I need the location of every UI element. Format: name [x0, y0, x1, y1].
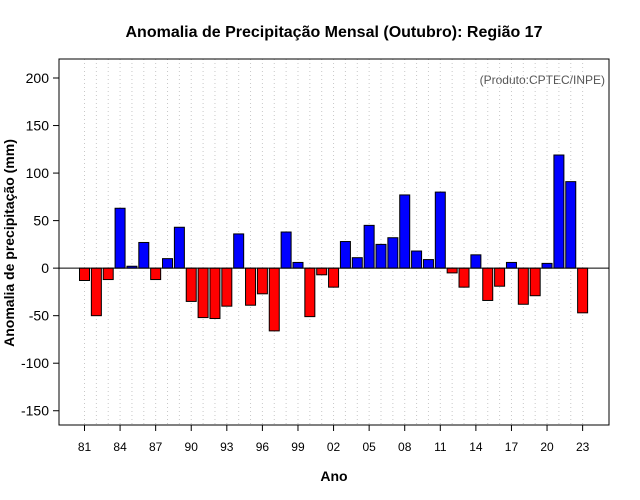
y-tick-label: 50: [33, 213, 49, 229]
bar-1994: [233, 233, 245, 269]
product-credit: (Produto:CPTEC/INPE): [480, 73, 605, 87]
bar-2013: [458, 267, 470, 288]
bar-2017: [505, 261, 517, 269]
bar-2010: [422, 259, 434, 269]
x-tick-label: 81: [78, 440, 92, 454]
bar-2007: [387, 237, 399, 269]
grid-lines: [84, 59, 584, 425]
bar-2006: [375, 243, 387, 269]
bar-1989: [173, 226, 185, 269]
bar-1986: [138, 241, 150, 269]
x-tick-label: 02: [327, 440, 341, 454]
bar-1998: [280, 231, 292, 269]
bar-2016: [494, 267, 506, 287]
bar-2005: [363, 224, 375, 269]
bar-1993: [221, 267, 233, 307]
bar-2000: [304, 267, 316, 318]
bar-2020: [541, 262, 553, 269]
bar-1984: [114, 207, 126, 269]
bar-2012: [446, 267, 458, 274]
bar-1987: [150, 267, 162, 281]
y-tick-label: -50: [29, 308, 49, 324]
bar-2003: [339, 241, 351, 269]
bar-1981: [79, 267, 90, 282]
bar-2009: [411, 250, 423, 269]
x-tick-label: 20: [540, 440, 554, 454]
bar-1983: [102, 267, 114, 281]
bar-2002: [328, 267, 340, 288]
bar-2004: [351, 257, 363, 269]
bar-2014: [470, 254, 482, 269]
bar-1995: [245, 267, 257, 306]
bar-1990: [185, 267, 197, 302]
bars: [79, 154, 589, 332]
bar-1982: [90, 267, 102, 317]
bar-2011: [434, 191, 446, 269]
bar-1988: [162, 258, 174, 269]
y-tick-label: 200: [26, 70, 50, 86]
x-axis-label: Ano: [320, 468, 347, 484]
x-tick-label: 96: [256, 440, 270, 454]
bar-2021: [553, 154, 565, 269]
bar-2018: [517, 267, 529, 305]
bar-2008: [399, 194, 411, 269]
y-axis-label: Anomalia de precipitação (mm): [1, 139, 17, 347]
chart-title: Anomalia de Precipitação Mensal (Outubro…: [126, 24, 543, 41]
bar-1999: [292, 261, 304, 269]
x-tick-label: 23: [576, 440, 590, 454]
x-tick-label: 84: [113, 440, 127, 454]
x-tick-label: 11: [434, 440, 447, 454]
bar-2023: [577, 267, 589, 314]
y-tick-label: -100: [21, 355, 49, 371]
bar-1992: [209, 267, 221, 320]
y-tick-label: 0: [41, 260, 49, 276]
x-tick-label: 93: [220, 440, 234, 454]
y-tick-label: 150: [26, 118, 50, 134]
bar-1991: [197, 267, 209, 319]
y-tick-label: 100: [26, 165, 50, 181]
x-tick-label: 87: [149, 440, 163, 454]
bar-2015: [482, 267, 494, 301]
y-tick-label: -150: [21, 403, 49, 419]
bar-1996: [256, 267, 268, 295]
x-tick-label: 08: [398, 440, 412, 454]
bar-1997: [268, 267, 280, 332]
x-tick-label: 14: [469, 440, 483, 454]
bar-2019: [529, 267, 541, 297]
x-tick-label: 90: [185, 440, 199, 454]
bar-2001: [316, 267, 328, 276]
x-tick-label: 05: [362, 440, 376, 454]
x-tick-label: 99: [291, 440, 305, 454]
bar-2022: [565, 181, 577, 269]
x-tick-label: 17: [505, 440, 519, 454]
